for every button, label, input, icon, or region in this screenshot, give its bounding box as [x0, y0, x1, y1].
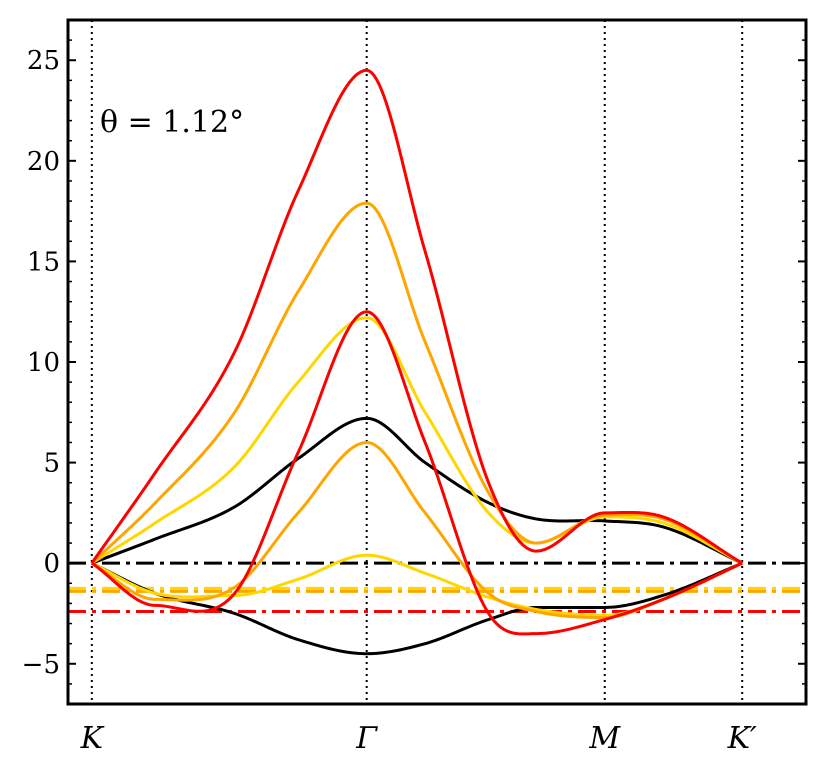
- y-tick-label-4: 15: [27, 247, 60, 277]
- red-band-2: [90, 310, 743, 636]
- gold-band-1: [91, 316, 743, 565]
- black-band-upper: [91, 416, 743, 565]
- y-axis-ticks: −5 0 5 10 15 20 25: [22, 39, 806, 685]
- black-band-lower: [91, 561, 743, 656]
- red-band-1: [90, 68, 743, 565]
- x-tick-label-1: Γ: [355, 721, 378, 756]
- x-tick-label-0: K: [80, 721, 105, 756]
- x-axis-ticks: K Γ M K′: [80, 721, 757, 756]
- y-tick-label-3: 10: [27, 348, 60, 378]
- y-tick-label-6: 25: [27, 46, 60, 76]
- x-tick-label-2: M: [588, 721, 621, 756]
- y-tick-label-2: 5: [43, 449, 60, 479]
- band-curves: [90, 68, 743, 656]
- y-tick-label-5: 20: [27, 147, 60, 177]
- x-tick-label-3: K′: [727, 721, 757, 756]
- y-tick-label-0: −5: [22, 650, 60, 680]
- angle-annotation: θ = 1.12°: [100, 105, 244, 140]
- orange-band-1: [90, 201, 743, 565]
- y-tick-label-1: 0: [43, 549, 60, 579]
